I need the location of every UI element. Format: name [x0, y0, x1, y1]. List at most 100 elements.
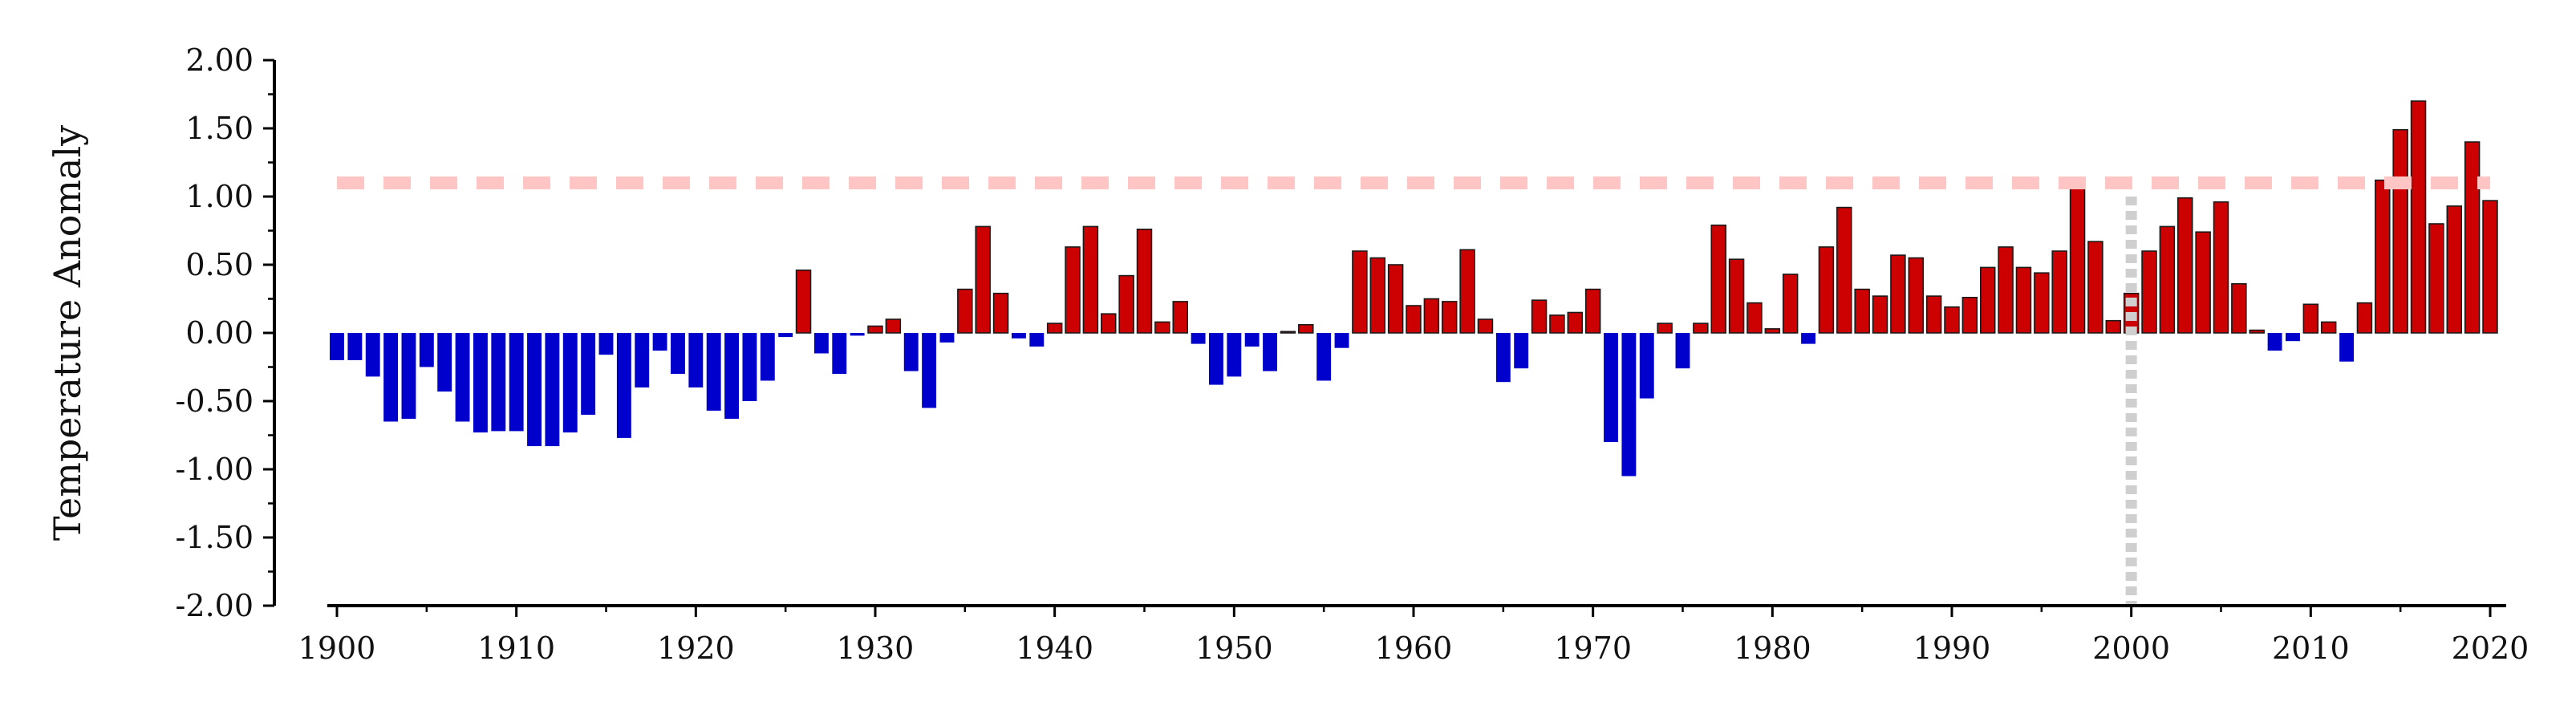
bar-1965 [1495, 333, 1511, 383]
y-tick-label: 0.50 [185, 247, 254, 282]
y-tick-label: -0.50 [176, 383, 254, 419]
bar-1978 [1728, 258, 1745, 334]
bar-2010 [2302, 303, 2319, 334]
bar-1959 [1387, 264, 1404, 334]
bar-1951 [1244, 333, 1260, 347]
bar-1940 [1046, 322, 1063, 334]
bar-2018 [2446, 205, 2463, 334]
bar-2017 [2428, 223, 2444, 334]
bar-1998 [2087, 241, 2103, 334]
y-tick-label: 0.00 [185, 315, 254, 351]
bar-1912 [545, 333, 560, 447]
bar-1905 [419, 333, 434, 367]
bar-1942 [1082, 225, 1099, 334]
bar-1963 [1459, 249, 1475, 334]
bar-1964 [1477, 318, 1494, 334]
bar-1902 [365, 333, 380, 377]
bar-2012 [2339, 333, 2355, 362]
bar-1986 [1872, 295, 1888, 334]
bar-1937 [992, 292, 1009, 334]
bar-2003 [2177, 197, 2193, 334]
bar-1980 [1764, 328, 1781, 334]
bar-1901 [347, 333, 363, 360]
bar-1918 [652, 333, 667, 351]
bar-1927 [813, 333, 829, 354]
bar-1954 [1298, 323, 1314, 334]
bar-1925 [778, 333, 793, 338]
bar-1969 [1567, 311, 1584, 334]
bar-1991 [1961, 296, 1978, 334]
bar-1987 [1890, 254, 1906, 334]
bar-1936 [975, 225, 991, 334]
bar-1900 [330, 333, 344, 360]
bar-2001 [2141, 250, 2157, 334]
bar-1939 [1029, 333, 1045, 347]
bar-2008 [2267, 333, 2282, 351]
bar-1923 [742, 333, 757, 401]
bar-1938 [1011, 333, 1026, 339]
bar-1909 [491, 333, 506, 432]
x-tick-label: 1910 [477, 631, 555, 666]
bar-1985 [1854, 288, 1870, 334]
bar-1992 [1979, 266, 1996, 334]
bar-2015 [2392, 128, 2408, 334]
bar-1904 [401, 333, 416, 420]
bar-1908 [473, 333, 488, 433]
bar-1950 [1227, 333, 1242, 377]
bar-1910 [509, 333, 524, 432]
bar-2014 [2375, 179, 2391, 334]
bar-1906 [437, 333, 452, 392]
bar-1916 [616, 333, 631, 438]
bar-1972 [1621, 333, 1637, 477]
bar-1944 [1118, 274, 1134, 334]
bar-1932 [903, 333, 919, 371]
bar-1931 [885, 318, 902, 334]
bar-1960 [1406, 305, 1422, 334]
bar-1941 [1065, 246, 1081, 334]
y-tick-label: 1.00 [185, 179, 254, 214]
y-tick-label: -2.00 [176, 588, 254, 623]
bar-1982 [1801, 333, 1816, 344]
bar-2006 [2231, 282, 2247, 334]
bar-1983 [1818, 246, 1835, 334]
bar-1935 [957, 288, 973, 334]
bar-1984 [1836, 206, 1852, 334]
bar-1990 [1944, 306, 1960, 334]
bar-2011 [2320, 321, 2337, 334]
bar-1953 [1280, 331, 1296, 334]
bar-1995 [2034, 272, 2050, 334]
bar-1929 [850, 333, 865, 336]
bar-1930 [867, 325, 883, 334]
x-tick-label: 1970 [1554, 631, 1632, 666]
y-tick-label: -1.50 [176, 520, 254, 555]
bar-1981 [1782, 274, 1799, 334]
bar-1943 [1101, 313, 1117, 334]
bar-1948 [1191, 333, 1206, 344]
bar-2013 [2356, 302, 2373, 334]
bar-1957 [1352, 250, 1368, 334]
bar-1911 [527, 333, 542, 447]
y-axis: -2.00 -1.50 -1.00 -0.50 0.00 0.50 1.00 1.50 2.00 [176, 43, 276, 623]
x-axis: 1900 1910 1920 1930 1940 1950 1960 1970 1980 1990… [298, 604, 2529, 666]
bar-1997 [2069, 182, 2086, 334]
bar-2009 [2286, 333, 2300, 342]
bar-1958 [1369, 257, 1386, 334]
bar-1999 [2105, 319, 2122, 334]
bar-1993 [1998, 246, 2014, 334]
x-tick-label: 1980 [1734, 631, 1811, 666]
bar-1968 [1549, 314, 1565, 334]
bar-1924 [760, 333, 775, 381]
bar-1945 [1136, 228, 1153, 334]
bar-1919 [671, 333, 685, 374]
bar-1928 [832, 333, 847, 374]
x-tick-label: 1920 [657, 631, 735, 666]
y-tick-label: -1.00 [176, 452, 254, 487]
bar-2005 [2213, 201, 2229, 334]
x-tick-label: 1960 [1375, 631, 1453, 666]
x-tick-label: 1950 [1195, 631, 1273, 666]
bar-2004 [2195, 231, 2211, 334]
bar-1946 [1154, 321, 1170, 334]
y-tick-label: 1.50 [185, 111, 254, 146]
bar-1915 [598, 333, 614, 355]
